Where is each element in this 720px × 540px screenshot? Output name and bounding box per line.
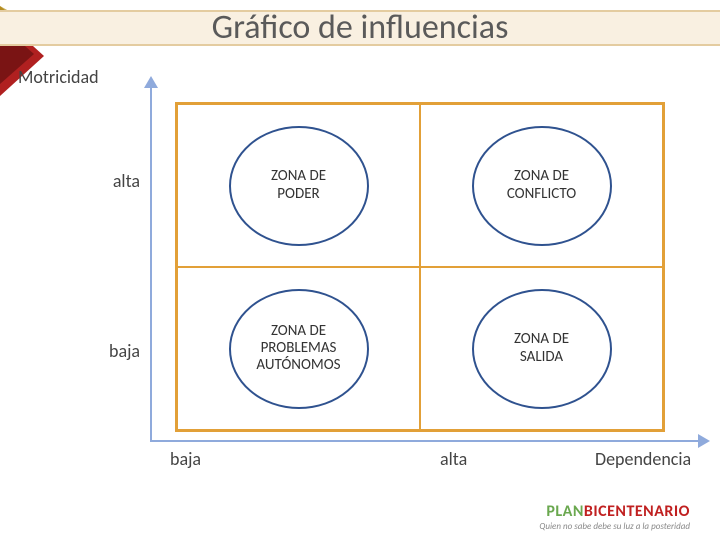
page-title: Gráfico de influencias bbox=[0, 0, 720, 56]
zone-poder: ZONA DEPODER bbox=[229, 126, 369, 246]
x-axis-arrow bbox=[698, 434, 710, 448]
zone-problemas-autonomos: ZONA DEPROBLEMASAUTÓNOMOS bbox=[229, 289, 369, 409]
x-axis-line bbox=[150, 440, 700, 442]
zone-grid: ZONA DEPODER ZONA DECONFLICTO ZONA DEPRO… bbox=[175, 102, 665, 432]
x-axis-title: Dependencia bbox=[595, 448, 691, 470]
cell-top-right: ZONA DECONFLICTO bbox=[420, 104, 663, 267]
zone-salida: ZONA DESALIDA bbox=[472, 289, 612, 409]
y-axis-arrow bbox=[144, 76, 158, 88]
x-label-low: baja bbox=[170, 448, 230, 470]
y-label-high: alta bbox=[90, 170, 140, 192]
y-label-low: baja bbox=[90, 340, 140, 362]
influence-chart: Motricidad alta baja ZONA DEPODER ZONA D… bbox=[0, 60, 720, 480]
logo-word-bicentenario: BICENTENARIO bbox=[584, 502, 690, 521]
x-label-high: alta bbox=[440, 448, 500, 470]
cell-top-left: ZONA DEPODER bbox=[177, 104, 420, 267]
cell-bot-right: ZONA DESALIDA bbox=[420, 267, 663, 430]
cell-bot-left: ZONA DEPROBLEMASAUTÓNOMOS bbox=[177, 267, 420, 430]
y-axis-title: Motricidad bbox=[18, 66, 99, 88]
logo-tagline: Quien no sabe debe su luz a la posterida… bbox=[539, 521, 690, 532]
logo-word-plan: PLAN bbox=[546, 502, 584, 521]
title-region: Gráfico de influencias bbox=[0, 0, 720, 56]
zone-conflicto: ZONA DECONFLICTO bbox=[472, 126, 612, 246]
footer-logo: PLANBICENTENARIO Quien no sabe debe su l… bbox=[539, 502, 690, 532]
y-axis-line bbox=[150, 85, 152, 440]
